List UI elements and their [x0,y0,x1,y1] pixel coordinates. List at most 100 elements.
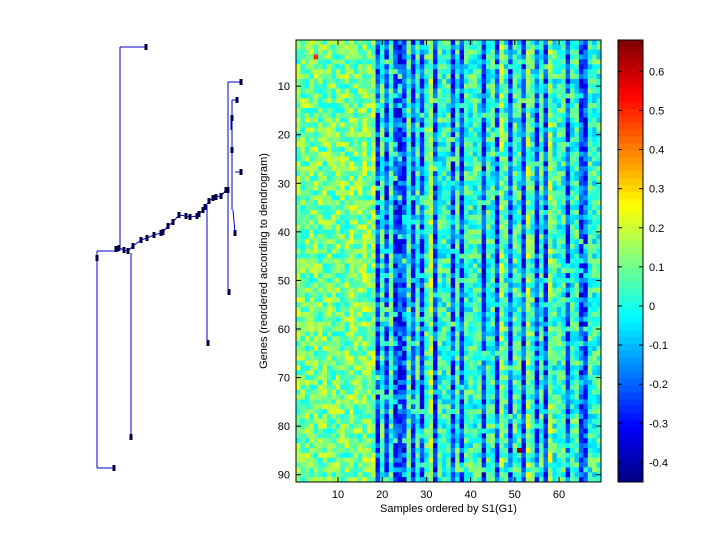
heatmap-cell [331,282,337,289]
heatmap-cell [468,171,474,177]
heatmap-cell [508,253,513,259]
heatmap-cell [486,142,491,148]
heatmap-cell [517,224,522,230]
heatmap-cell [371,380,376,386]
heatmap-cell [437,360,443,366]
heatmap-cell [477,302,482,308]
heatmap-cell [446,360,452,366]
heatmap-cell [366,229,372,235]
heatmap-cell [384,200,390,206]
heatmap-cell [424,239,429,245]
heatmap-cell [570,176,575,182]
heatmap-cell [441,346,447,352]
heatmap-cell [362,98,368,104]
heatmap-cell [468,297,474,303]
heatmap-cell [353,234,359,240]
heatmap-cell [534,176,540,182]
heatmap-cell [468,355,474,361]
heatmap-cell [472,312,478,318]
heatmap-cell [309,370,315,376]
heatmap-cell [335,287,341,293]
heatmap-cell [512,64,518,70]
heatmap-cell [318,49,323,55]
heatmap-cell [494,229,500,235]
heatmap-cell [583,350,589,357]
heatmap-cell [304,384,310,391]
heatmap-cell [388,44,394,51]
heatmap-cell [428,268,434,274]
heatmap-cell [349,302,354,308]
heatmap-cell [349,40,354,46]
heatmap-cell [517,321,522,327]
heatmap-cell [379,312,385,318]
heatmap-cell [388,185,394,191]
heatmap-cell [455,180,460,187]
heatmap-cell [393,103,399,109]
heatmap-cell [499,88,505,94]
heatmap-cell [318,156,323,162]
heatmap-cell [331,176,337,182]
heatmap-cell [441,161,447,167]
heatmap-cell [322,161,328,167]
heatmap-cell [565,205,571,211]
heatmap-cell [525,263,531,269]
heatmap-cell [490,292,496,298]
heatmap-cell [494,321,500,327]
heatmap-cell [304,185,310,191]
heatmap-cell [415,229,421,235]
heatmap-cell [561,166,566,172]
heatmap-cell [393,210,399,216]
heatmap-cell [592,336,597,342]
heatmap-cell [419,151,425,157]
heatmap-cell [574,132,580,138]
heatmap-cell [441,122,447,128]
heatmap-cell [406,355,412,361]
heatmap-cell [596,331,602,337]
heatmap-cell [490,273,496,279]
heatmap-cell [371,350,376,357]
heatmap-cell [402,132,407,138]
heatmap-cell [468,137,474,143]
heatmap-cell [353,258,359,264]
heatmap-cell [543,224,549,230]
heatmap-cell [472,112,478,119]
heatmap-cell [468,195,474,201]
heatmap-cell [543,93,549,99]
heatmap-cell [534,350,540,357]
heatmap-cell [468,49,474,55]
heatmap-cell [517,146,522,153]
heatmap-cell [353,312,359,318]
heatmap-cell [375,365,381,371]
heatmap-cell [300,360,306,366]
heatmap-cell [486,200,491,206]
heatmap-cell [379,326,385,332]
heatmap-cell [326,146,332,153]
heatmap-cell [375,336,381,342]
heatmap-cell [349,244,354,250]
heatmap-cell [450,103,456,109]
heatmap-cell [393,224,399,230]
heatmap-cell [468,287,474,293]
heatmap-cell [349,59,354,65]
heatmap-cell [521,69,527,75]
heatmap-cell [556,341,562,347]
heatmap-cell [441,93,447,99]
heatmap-cell [340,166,345,172]
heatmap-cell [539,137,544,143]
heatmap-cell [596,112,602,119]
heatmap-cell [446,229,452,235]
heatmap-cell [384,142,390,148]
dendrogram-leaf [224,187,228,193]
heatmap-cell [313,127,319,133]
heatmap-cell [446,258,452,264]
heatmap-cell [349,278,354,284]
heatmap-cell [525,69,531,75]
heatmap-cell [402,278,407,284]
heatmap-cell [455,292,460,298]
heatmap-cell [570,127,575,133]
heatmap-cell [415,346,421,352]
heatmap-cell [583,161,589,167]
heatmap-cell [384,103,390,109]
heatmap-cell [565,103,571,109]
heatmap-cell [313,253,319,259]
